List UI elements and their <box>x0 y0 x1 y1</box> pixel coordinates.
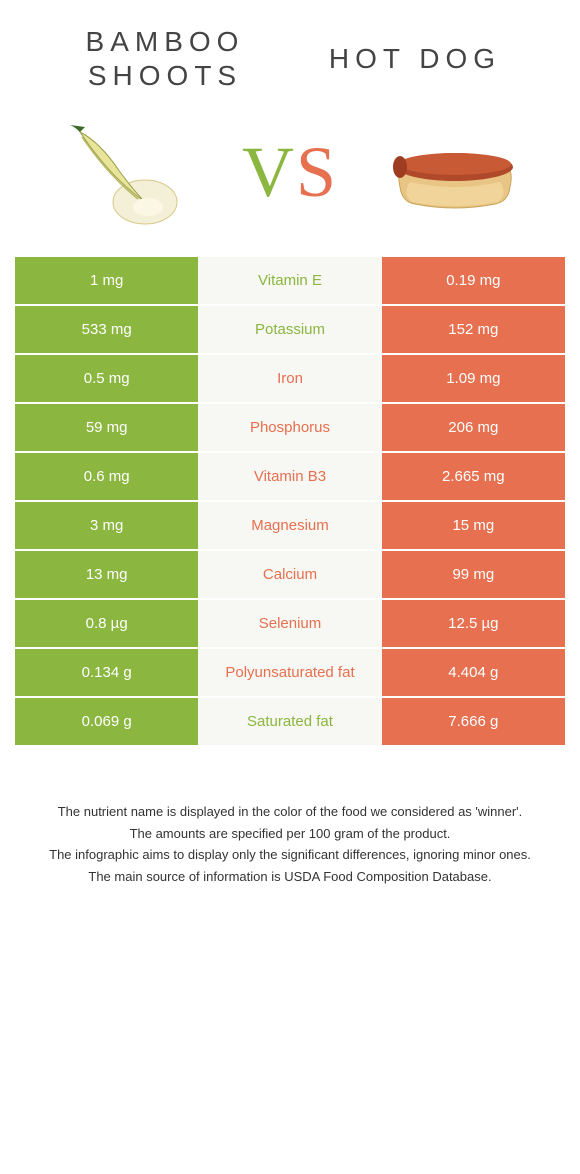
left-value: 13 mg <box>15 551 198 598</box>
nutrient-label: Vitamin E <box>198 257 381 304</box>
table-row: 533 mgPotassium152 mg <box>15 306 565 353</box>
table-row: 0.5 mgIron1.09 mg <box>15 355 565 402</box>
right-food-title: Hot dog <box>290 42 540 76</box>
note-line: The nutrient name is displayed in the co… <box>35 802 545 822</box>
left-food-title: Bamboo shoots <box>40 25 290 92</box>
vs-label: VS <box>242 131 338 214</box>
table-row: 1 mgVitamin E0.19 mg <box>15 257 565 304</box>
left-value: 0.5 mg <box>15 355 198 402</box>
right-value: 7.666 g <box>382 698 565 745</box>
right-value: 206 mg <box>382 404 565 451</box>
right-value: 99 mg <box>382 551 565 598</box>
footer-notes: The nutrient name is displayed in the co… <box>15 747 565 886</box>
nutrient-label: Selenium <box>198 600 381 647</box>
table-row: 0.134 gPolyunsaturated fat4.404 g <box>15 649 565 696</box>
right-value: 0.19 mg <box>382 257 565 304</box>
left-value: 1 mg <box>15 257 198 304</box>
nutrient-label: Saturated fat <box>198 698 381 745</box>
left-value: 0.069 g <box>15 698 198 745</box>
infographic: Bamboo shoots Hot dog VS <box>0 0 580 918</box>
left-value: 3 mg <box>15 502 198 549</box>
left-value: 59 mg <box>15 404 198 451</box>
left-value: 0.6 mg <box>15 453 198 500</box>
hot-dog-image <box>380 117 530 227</box>
nutrient-label: Potassium <box>198 306 381 353</box>
bamboo-shoot-image <box>50 117 200 227</box>
left-value: 533 mg <box>15 306 198 353</box>
right-value: 12.5 µg <box>382 600 565 647</box>
titles-row: Bamboo shoots Hot dog <box>15 0 565 92</box>
right-value: 1.09 mg <box>382 355 565 402</box>
right-value: 15 mg <box>382 502 565 549</box>
vs-v: V <box>242 131 296 214</box>
table-row: 59 mgPhosphorus206 mg <box>15 404 565 451</box>
note-line: The main source of information is USDA F… <box>35 867 545 887</box>
table-row: 0.8 µgSelenium12.5 µg <box>15 600 565 647</box>
note-line: The infographic aims to display only the… <box>35 845 545 865</box>
bamboo-shoot-icon <box>50 117 200 227</box>
table-row: 13 mgCalcium99 mg <box>15 551 565 598</box>
right-value: 2.665 mg <box>382 453 565 500</box>
nutrient-label: Polyunsaturated fat <box>198 649 381 696</box>
nutrient-label: Vitamin B3 <box>198 453 381 500</box>
nutrient-label: Magnesium <box>198 502 381 549</box>
right-value: 4.404 g <box>382 649 565 696</box>
note-line: The amounts are specified per 100 gram o… <box>35 824 545 844</box>
table-row: 3 mgMagnesium15 mg <box>15 502 565 549</box>
vs-s: S <box>296 131 338 214</box>
right-value: 152 mg <box>382 306 565 353</box>
comparison-table: 1 mgVitamin E0.19 mg533 mgPotassium152 m… <box>15 257 565 745</box>
nutrient-label: Calcium <box>198 551 381 598</box>
left-value: 0.134 g <box>15 649 198 696</box>
nutrient-label: Phosphorus <box>198 404 381 451</box>
hot-dog-icon <box>380 122 530 222</box>
table-row: 0.6 mgVitamin B32.665 mg <box>15 453 565 500</box>
vs-row: VS <box>15 92 565 257</box>
table-row: 0.069 gSaturated fat7.666 g <box>15 698 565 745</box>
left-value: 0.8 µg <box>15 600 198 647</box>
nutrient-label: Iron <box>198 355 381 402</box>
